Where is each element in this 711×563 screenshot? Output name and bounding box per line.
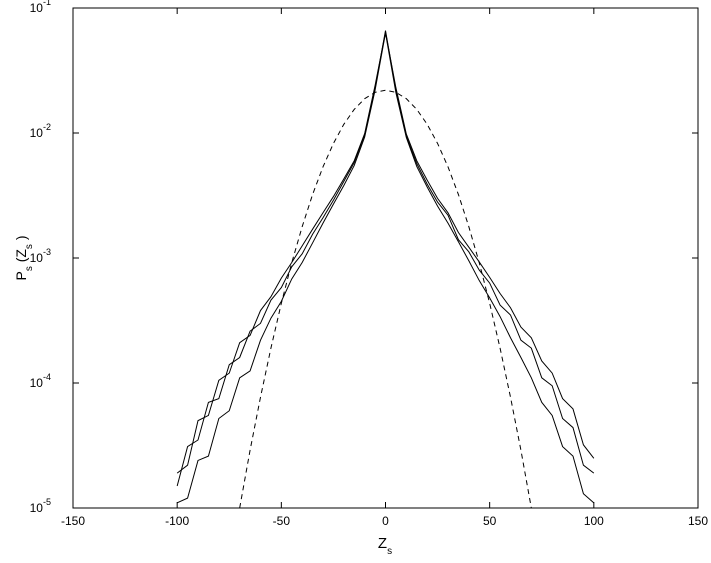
y-tick-label: 10-4 xyxy=(30,372,51,390)
data-line xyxy=(176,32,595,504)
x-axis-label: Zs xyxy=(378,535,392,557)
label-text: Z xyxy=(378,535,387,552)
tick-exponent: -1 xyxy=(43,0,51,7)
x-tick-label: -100 xyxy=(165,514,189,528)
label-text: P xyxy=(13,271,29,280)
tick-exponent: -2 xyxy=(43,122,51,132)
y-tick-label: 10-3 xyxy=(30,247,51,265)
x-tick-label: -50 xyxy=(273,514,291,528)
y-tick-label: 10-1 xyxy=(30,0,51,15)
label-text: ) xyxy=(13,235,29,244)
tick-base: 10 xyxy=(30,126,44,140)
data-line xyxy=(176,30,595,487)
subscript: s xyxy=(24,266,35,271)
dashed-line xyxy=(239,89,532,508)
x-tick-label: 0 xyxy=(382,514,389,528)
x-tick-label: 100 xyxy=(584,514,604,528)
y-axis-label: Ps (Zs ) xyxy=(13,235,35,280)
y-tick-label: 10-5 xyxy=(30,497,51,515)
y-tick-label: 10-2 xyxy=(30,122,51,140)
subscript: s xyxy=(387,546,392,557)
x-tick-label: 150 xyxy=(688,514,708,528)
tick-base: 10 xyxy=(30,501,44,515)
x-tick-label: 50 xyxy=(483,514,497,528)
tick-base: 10 xyxy=(30,376,44,390)
tick-exponent: -4 xyxy=(43,372,51,382)
label-text: (Z xyxy=(13,249,29,267)
tick-exponent: -5 xyxy=(43,497,51,507)
tick-base: 10 xyxy=(30,251,44,265)
x-tick-label: -150 xyxy=(61,514,85,528)
data-line xyxy=(176,32,595,474)
subscript: s xyxy=(24,244,35,249)
tick-base: 10 xyxy=(30,1,44,15)
plot-area xyxy=(176,30,595,508)
tick-exponent: -3 xyxy=(43,247,51,257)
